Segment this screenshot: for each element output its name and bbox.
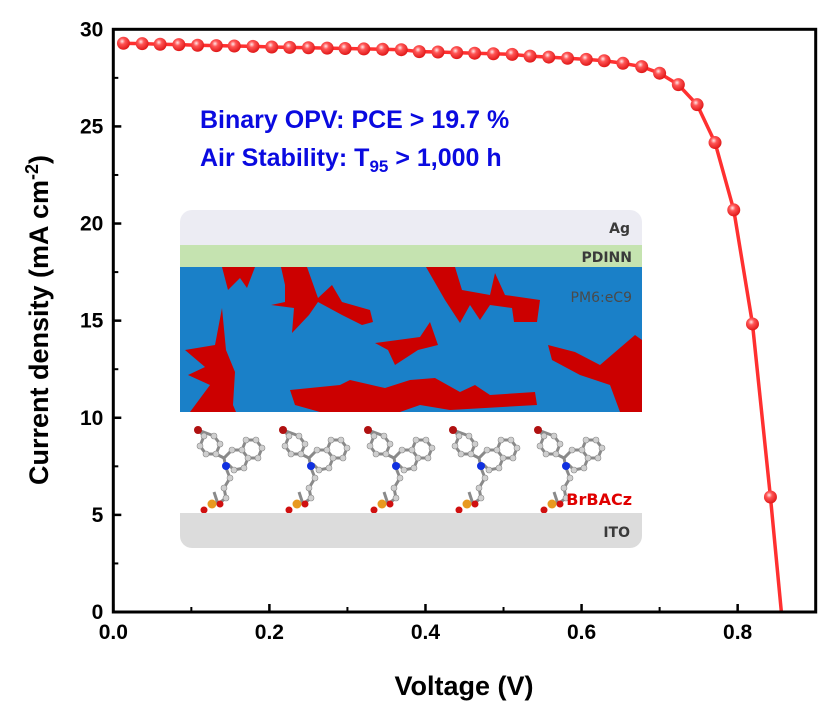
ito-label: ITO bbox=[603, 525, 630, 541]
x-tick-label: 0.2 bbox=[255, 621, 284, 644]
data-point bbox=[597, 54, 611, 68]
acceptor-domain bbox=[548, 335, 642, 412]
data-point bbox=[301, 41, 315, 55]
acceptor-domains bbox=[185, 267, 642, 412]
y-axis-title: Current density (mA cm-2) bbox=[22, 155, 54, 485]
y-tick-label: 30 bbox=[80, 18, 103, 41]
data-point bbox=[246, 39, 260, 53]
data-point bbox=[542, 50, 556, 64]
data-point bbox=[523, 49, 537, 63]
stability-annotation: Air Stability: T95 > 1,000 h bbox=[200, 144, 502, 176]
data-point bbox=[505, 47, 519, 61]
data-point bbox=[763, 490, 777, 504]
acceptor-domain bbox=[290, 378, 537, 412]
brbacz-label: BrBACz bbox=[566, 490, 632, 509]
y-tick-label: 0 bbox=[92, 601, 104, 624]
acceptor-domain bbox=[271, 267, 373, 333]
data-point bbox=[376, 42, 390, 56]
data-point bbox=[357, 42, 371, 56]
data-point bbox=[116, 36, 130, 50]
data-point bbox=[153, 37, 167, 51]
pdinn-label: PDINN bbox=[581, 250, 632, 266]
data-point bbox=[338, 42, 352, 56]
x-tick-label: 0.8 bbox=[723, 621, 753, 644]
acceptor-domain bbox=[426, 267, 540, 323]
data-point bbox=[690, 98, 704, 112]
data-point bbox=[579, 52, 593, 66]
pce-annotation: Binary OPV: PCE > 19.7 % bbox=[200, 106, 509, 134]
data-point bbox=[283, 40, 297, 54]
y-tick-label: 5 bbox=[92, 504, 104, 527]
data-point bbox=[745, 317, 759, 331]
ag-layer bbox=[180, 210, 642, 245]
data-point bbox=[616, 56, 630, 70]
ag-label: Ag bbox=[609, 221, 630, 237]
device-structure-inset bbox=[180, 210, 642, 548]
data-point bbox=[450, 46, 464, 60]
data-point bbox=[708, 136, 722, 150]
data-point bbox=[320, 41, 334, 55]
data-point bbox=[431, 45, 445, 59]
data-point bbox=[191, 38, 205, 52]
x-axis-title: Voltage (V) bbox=[394, 671, 533, 701]
active-layer-label: PM6:eC9 bbox=[571, 290, 632, 306]
pdinn-layer bbox=[180, 245, 642, 267]
data-point bbox=[394, 43, 408, 57]
data-point bbox=[227, 39, 241, 53]
acceptor-domain bbox=[222, 267, 255, 290]
y-tick-label: 25 bbox=[80, 115, 104, 138]
data-point bbox=[412, 45, 426, 59]
data-point bbox=[172, 38, 186, 52]
data-point bbox=[265, 40, 279, 54]
y-tick-label: 10 bbox=[80, 407, 103, 430]
acceptor-domain bbox=[185, 308, 236, 412]
data-point bbox=[671, 78, 685, 92]
data-point bbox=[468, 46, 482, 60]
acceptor-domain bbox=[375, 322, 438, 365]
data-point bbox=[653, 66, 667, 80]
x-tick-label: 0.0 bbox=[99, 621, 128, 644]
data-point bbox=[135, 37, 149, 51]
data-point bbox=[561, 51, 575, 65]
y-tick-label: 20 bbox=[80, 213, 103, 236]
ito-layer bbox=[180, 513, 642, 548]
x-tick-label: 0.4 bbox=[411, 621, 441, 644]
data-point bbox=[635, 60, 649, 74]
y-tick-label: 15 bbox=[80, 310, 104, 333]
data-point bbox=[209, 39, 223, 53]
series-marks bbox=[116, 36, 784, 613]
axes: 0.0 0.2 0.4 0.6 0.8 0 5 10 15 20 25 30 bbox=[80, 18, 818, 644]
x-tick-label: 0.6 bbox=[567, 621, 596, 644]
data-point bbox=[486, 47, 500, 61]
data-point bbox=[727, 203, 741, 217]
